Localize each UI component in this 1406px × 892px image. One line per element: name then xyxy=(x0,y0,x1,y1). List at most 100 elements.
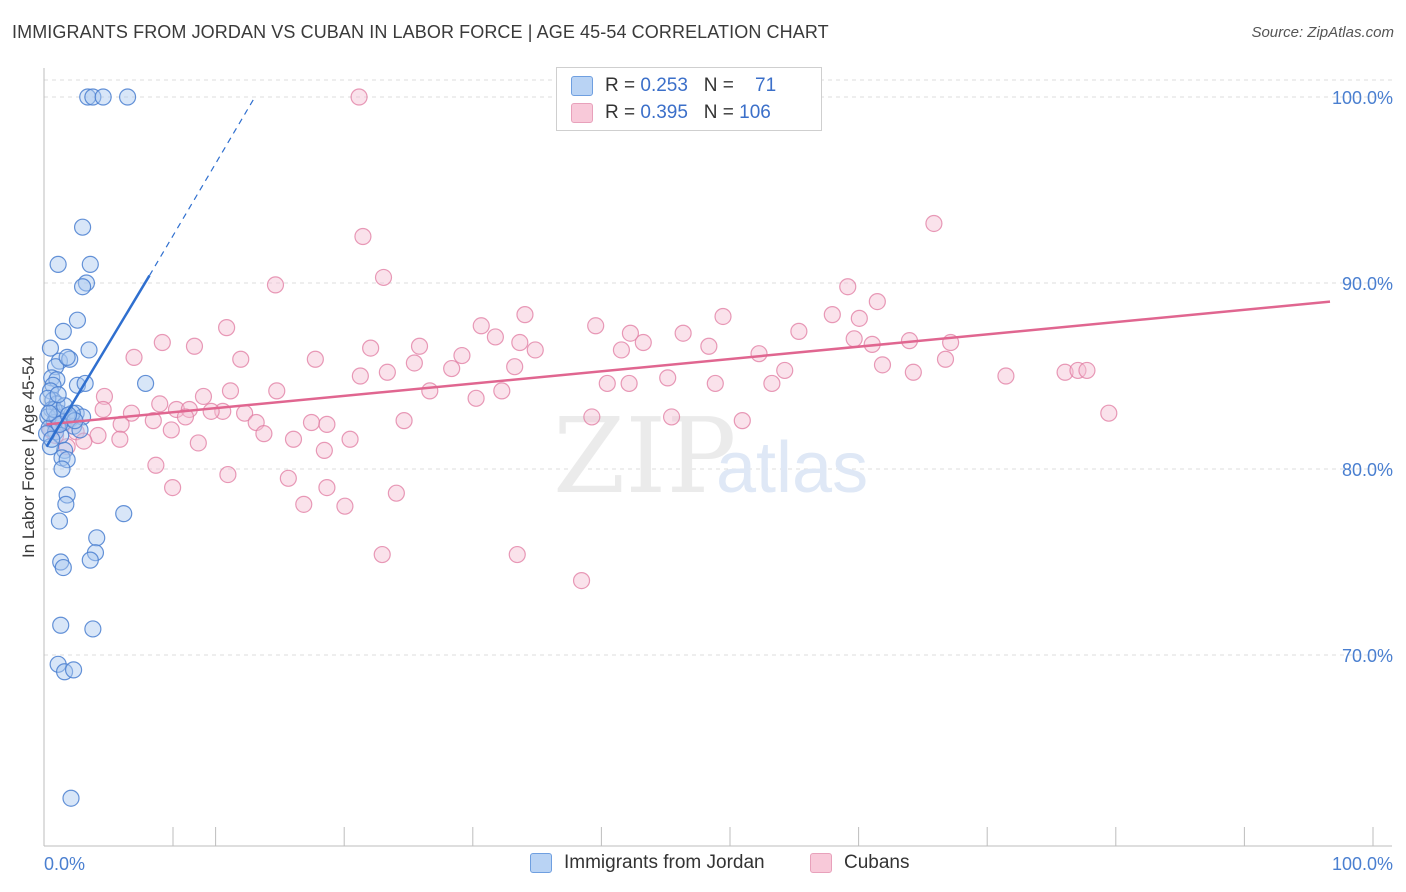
point-jordan xyxy=(73,218,92,236)
point-cubans xyxy=(405,354,423,372)
point-cubans xyxy=(302,413,321,432)
legend-r-value-cubans: 0.395 xyxy=(640,102,688,123)
point-cubans xyxy=(873,356,892,374)
watermark: ZIP atlas xyxy=(553,395,868,517)
series-label-cubans: Cubans xyxy=(844,852,910,873)
point-cubans xyxy=(1078,361,1096,380)
point-jordan xyxy=(94,88,112,106)
y-tick-label: 100.0% xyxy=(1332,88,1393,108)
point-cubans xyxy=(268,382,286,400)
point-cubans xyxy=(659,369,677,387)
point-cubans xyxy=(612,341,631,359)
point-cubans xyxy=(374,268,393,287)
point-jordan xyxy=(49,255,67,273)
point-cubans xyxy=(443,359,461,378)
point-cubans xyxy=(516,306,534,324)
series-legend-jordan[interactable]: Immigrants from Jordan xyxy=(530,852,765,874)
point-cubans xyxy=(95,387,114,406)
point-jordan xyxy=(136,374,155,393)
point-cubans xyxy=(572,571,591,590)
point-cubans xyxy=(472,317,490,335)
point-cubans xyxy=(185,337,204,355)
watermark-atlas: atlas xyxy=(716,428,868,508)
point-cubans xyxy=(453,346,471,365)
point-jordan xyxy=(54,322,72,340)
point-cubans xyxy=(378,363,396,381)
point-cubans xyxy=(255,425,273,443)
point-cubans xyxy=(111,430,129,448)
legend-n-label: N = xyxy=(703,102,734,123)
point-cubans xyxy=(202,402,220,420)
point-jordan xyxy=(58,451,76,469)
point-cubans xyxy=(341,430,359,448)
series-swatch-cubans xyxy=(810,853,832,873)
point-cubans xyxy=(144,412,162,430)
point-cubans xyxy=(279,469,297,487)
point-cubans xyxy=(750,345,768,363)
point-cubans xyxy=(362,339,380,357)
point-cubans xyxy=(936,350,955,368)
legend-row-cubans: R = 0.395 N = 106 xyxy=(571,101,771,125)
point-cubans xyxy=(176,408,195,426)
point-cubans xyxy=(493,382,511,400)
series-legend-cubans[interactable]: Cubans xyxy=(810,852,910,874)
jordan-points xyxy=(37,88,155,807)
point-jordan xyxy=(57,495,75,513)
point-jordan xyxy=(73,278,92,296)
point-jordan xyxy=(62,789,80,807)
source-label: Source: ZipAtlas.com xyxy=(1251,24,1394,41)
point-cubans xyxy=(1069,361,1087,380)
point-cubans xyxy=(232,350,250,368)
point-jordan xyxy=(58,348,76,366)
point-cubans xyxy=(511,333,529,352)
y-axis-label: In Labor Force | Age 45-54 xyxy=(19,356,38,558)
point-cubans xyxy=(850,309,868,327)
point-cubans xyxy=(634,333,652,352)
trend-lines xyxy=(45,96,1331,448)
series-label-jordan: Immigrants from Jordan xyxy=(564,852,765,873)
point-cubans xyxy=(823,306,841,324)
point-cubans xyxy=(194,387,213,406)
point-cubans xyxy=(75,432,93,450)
point-cubans xyxy=(763,374,781,393)
point-cubans xyxy=(587,317,605,335)
point-cubans xyxy=(526,341,544,359)
trendline-jordan-extension xyxy=(148,96,256,276)
point-cubans xyxy=(318,479,336,497)
point-cubans xyxy=(506,358,524,376)
point-cubans xyxy=(904,363,922,381)
point-cubans xyxy=(219,465,237,484)
point-jordan xyxy=(50,512,69,530)
point-cubans xyxy=(620,374,638,393)
y-tick-label: 90.0% xyxy=(1342,274,1393,294)
point-cubans xyxy=(162,421,180,439)
point-cubans xyxy=(306,350,324,368)
point-jordan xyxy=(88,529,106,547)
point-cubans xyxy=(395,412,413,430)
point-cubans xyxy=(147,456,165,474)
point-cubans xyxy=(583,408,601,426)
point-jordan xyxy=(39,389,57,407)
point-cubans xyxy=(421,382,439,400)
point-jordan xyxy=(64,661,83,679)
point-cubans xyxy=(284,430,303,448)
point-jordan xyxy=(81,255,99,273)
trendline-cubans xyxy=(46,300,1331,426)
point-jordan xyxy=(84,620,102,638)
point-cubans xyxy=(373,545,391,564)
point-cubans xyxy=(151,395,169,413)
point-jordan xyxy=(40,404,58,422)
point-jordan xyxy=(53,460,71,478)
point-jordan xyxy=(46,358,65,376)
point-cubans xyxy=(839,278,857,296)
watermark-zip: ZIP xyxy=(553,395,736,517)
y-tick-label: 80.0% xyxy=(1342,460,1393,480)
point-cubans xyxy=(706,374,724,393)
point-cubans xyxy=(997,367,1015,385)
point-cubans xyxy=(387,484,405,502)
point-jordan xyxy=(81,551,99,569)
point-cubans xyxy=(700,337,718,355)
series-legend: Immigrants from Jordan Cubans xyxy=(0,852,1406,878)
point-cubans xyxy=(164,479,182,497)
